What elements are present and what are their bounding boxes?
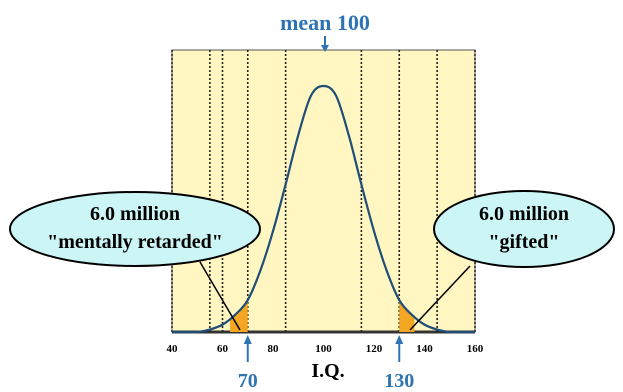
callout-right-pointer — [409, 265, 471, 331]
vertical-gridlines — [171, 50, 476, 332]
bell-curve — [172, 84, 475, 334]
callout-right-line2: "gifted" — [488, 231, 559, 253]
chart-title: mean 100 — [280, 10, 370, 35]
callout-left-bubble — [9, 191, 261, 267]
callout-right: 6.0 million "gifted" — [409, 190, 615, 331]
callout-left-pointer — [199, 261, 241, 331]
marker-label: 70 — [238, 370, 258, 392]
x-tick-label: 80 — [268, 343, 280, 355]
x-tick-label: 120 — [366, 343, 383, 355]
plot-area — [171, 49, 476, 333]
x-tick-label: 140 — [416, 343, 433, 355]
callout-left-line1: 6.0 million — [90, 203, 180, 225]
marker-arrow-head — [243, 335, 252, 344]
x-tick-label: 60 — [217, 343, 229, 355]
callout-left: 6.0 million "mentally retarded" — [9, 191, 261, 331]
x-axis-title: I.Q. — [311, 360, 344, 382]
cutoff-markers: 70 130 — [238, 335, 414, 392]
marker-label: 130 — [384, 370, 414, 392]
x-tick-label: 40 — [167, 343, 179, 355]
callout-right-line1: 6.0 million — [479, 203, 569, 225]
marker-arrow-head — [395, 335, 404, 344]
x-tick-label: 160 — [467, 343, 484, 355]
callout-left-line2: "mentally retarded" — [47, 231, 223, 253]
x-tick-labels: 40 60 80 100 120 140 160 — [167, 343, 484, 355]
callout-right-bubble — [433, 190, 615, 268]
x-tick-label: 100 — [315, 343, 332, 355]
mean-arrow-head — [321, 45, 329, 52]
